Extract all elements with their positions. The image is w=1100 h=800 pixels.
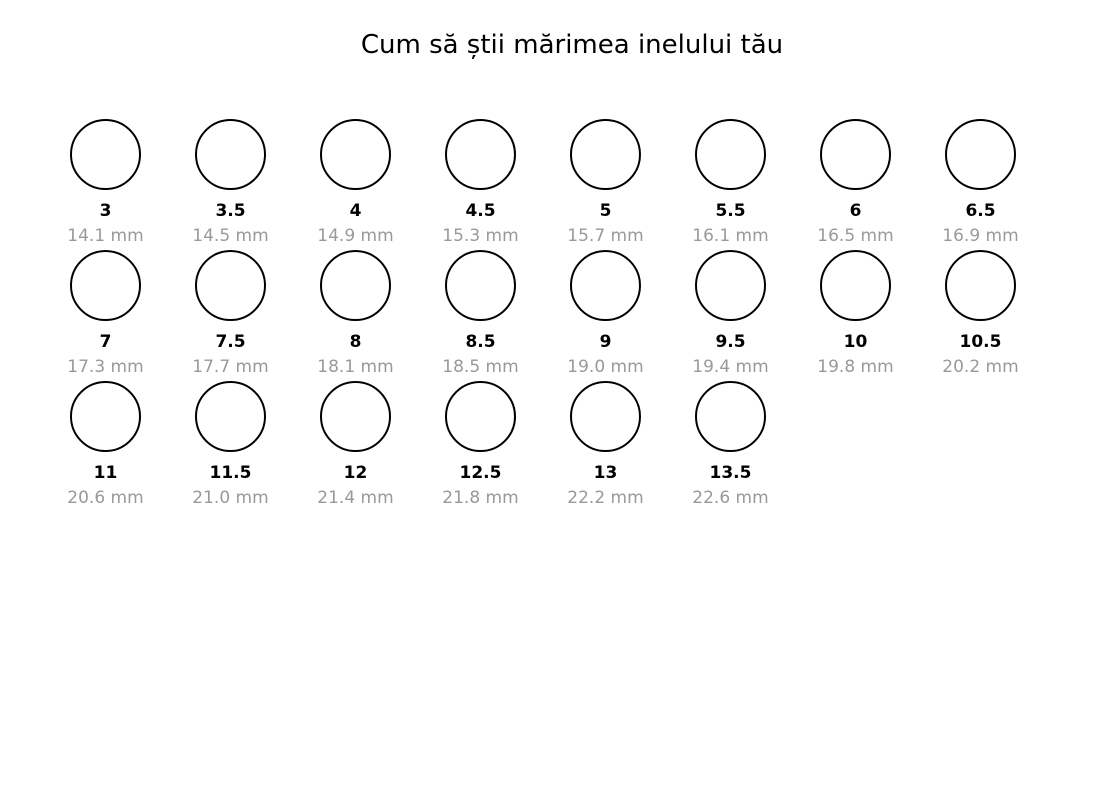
ring-cell: 9.5 19.4 mm — [668, 250, 793, 380]
ring-circle — [695, 250, 766, 321]
ring-size-label: 5 — [599, 201, 612, 221]
ring-size-label: 4.5 — [465, 201, 496, 221]
ring-cell: 3 14.1 mm — [43, 119, 168, 249]
ring-diameter-label: 14.1 mm — [67, 226, 144, 246]
ring-diameter-label: 17.3 mm — [67, 357, 144, 377]
ring-circle — [445, 250, 516, 321]
ring-cell: 9 19.0 mm — [543, 250, 668, 380]
ring-circle — [320, 381, 391, 452]
ring-size-label: 6 — [849, 201, 862, 221]
ring-cell: 7 17.3 mm — [43, 250, 168, 380]
ring-size-label: 3.5 — [215, 201, 246, 221]
ring-cell: 8 18.1 mm — [293, 250, 418, 380]
ring-cell: 13 22.2 mm — [543, 381, 668, 511]
ring-size-label: 11 — [93, 463, 118, 483]
ring-circle — [195, 250, 266, 321]
ring-circle — [695, 381, 766, 452]
ring-diameter-label: 14.9 mm — [317, 226, 394, 246]
ring-diameter-label: 16.9 mm — [942, 226, 1019, 246]
ring-cell: 7.5 17.7 mm — [168, 250, 293, 380]
ring-cell: 8.5 18.5 mm — [418, 250, 543, 380]
ring-diameter-label: 15.3 mm — [442, 226, 519, 246]
ring-circle — [570, 250, 641, 321]
ring-circle — [570, 119, 641, 190]
ring-size-grid: 3 14.1 mm 3.5 14.5 mm 4 14.9 mm 4.5 15.3… — [43, 119, 1043, 512]
ring-diameter-label: 22.6 mm — [692, 488, 769, 508]
ring-circle — [945, 119, 1016, 190]
ring-size-label: 7.5 — [215, 332, 246, 352]
ring-circle — [445, 381, 516, 452]
ring-size-label: 13 — [593, 463, 618, 483]
ring-circle — [320, 250, 391, 321]
ring-size-label: 8 — [349, 332, 362, 352]
ring-circle — [445, 119, 516, 190]
ring-circle — [70, 381, 141, 452]
ring-diameter-label: 16.1 mm — [692, 226, 769, 246]
ring-size-label: 8.5 — [465, 332, 496, 352]
ring-diameter-label: 21.8 mm — [442, 488, 519, 508]
ring-circle — [70, 250, 141, 321]
ring-size-label: 10 — [843, 332, 868, 352]
ring-cell: 4.5 15.3 mm — [418, 119, 543, 249]
ring-circle — [695, 119, 766, 190]
ring-diameter-label: 21.4 mm — [317, 488, 394, 508]
ring-cell: 3.5 14.5 mm — [168, 119, 293, 249]
ring-size-label: 4 — [349, 201, 362, 221]
ring-row-2: 7 17.3 mm 7.5 17.7 mm 8 18.1 mm 8.5 18.5… — [43, 250, 1043, 380]
ring-row-1: 3 14.1 mm 3.5 14.5 mm 4 14.9 mm 4.5 15.3… — [43, 119, 1043, 249]
ring-diameter-label: 19.0 mm — [567, 357, 644, 377]
ring-cell: 6 16.5 mm — [793, 119, 918, 249]
ring-cell: 13.5 22.6 mm — [668, 381, 793, 511]
ring-diameter-label: 18.1 mm — [317, 357, 394, 377]
ring-cell: 5 15.7 mm — [543, 119, 668, 249]
ring-cell: 10.5 20.2 mm — [918, 250, 1043, 380]
page-title: Cum să știi mărimea inelului tău — [360, 30, 784, 60]
ring-diameter-label: 18.5 mm — [442, 357, 519, 377]
ring-size-label: 5.5 — [715, 201, 746, 221]
ring-diameter-label: 15.7 mm — [567, 226, 644, 246]
ring-size-label: 12.5 — [459, 463, 502, 483]
ring-circle — [195, 381, 266, 452]
ring-cell: 5.5 16.1 mm — [668, 119, 793, 249]
ring-cell: 4 14.9 mm — [293, 119, 418, 249]
ring-cell: 11 20.6 mm — [43, 381, 168, 511]
ring-diameter-label: 20.2 mm — [942, 357, 1019, 377]
ring-circle — [70, 119, 141, 190]
ring-size-label: 9 — [599, 332, 612, 352]
ring-diameter-label: 20.6 mm — [67, 488, 144, 508]
ring-diameter-label: 19.4 mm — [692, 357, 769, 377]
ring-size-label: 10.5 — [959, 332, 1002, 352]
ring-diameter-label: 21.0 mm — [192, 488, 269, 508]
ring-circle — [820, 119, 891, 190]
ring-size-label: 6.5 — [965, 201, 996, 221]
ring-diameter-label: 19.8 mm — [817, 357, 894, 377]
ring-size-label: 7 — [99, 332, 112, 352]
ring-size-label: 9.5 — [715, 332, 746, 352]
ring-row-3: 11 20.6 mm 11.5 21.0 mm 12 21.4 mm 12.5 … — [43, 381, 1043, 511]
ring-cell: 11.5 21.0 mm — [168, 381, 293, 511]
ring-cell: 10 19.8 mm — [793, 250, 918, 380]
ring-cell: 6.5 16.9 mm — [918, 119, 1043, 249]
ring-size-label: 13.5 — [709, 463, 752, 483]
ring-size-label: 12 — [343, 463, 368, 483]
ring-circle — [320, 119, 391, 190]
ring-diameter-label: 16.5 mm — [817, 226, 894, 246]
ring-size-label: 3 — [99, 201, 112, 221]
ring-cell: 12.5 21.8 mm — [418, 381, 543, 511]
ring-circle — [570, 381, 641, 452]
ring-circle — [820, 250, 891, 321]
ring-size-label: 11.5 — [209, 463, 252, 483]
ring-diameter-label: 17.7 mm — [192, 357, 269, 377]
ring-circle — [195, 119, 266, 190]
ring-cell: 12 21.4 mm — [293, 381, 418, 511]
ring-circle — [945, 250, 1016, 321]
ring-diameter-label: 22.2 mm — [567, 488, 644, 508]
ring-diameter-label: 14.5 mm — [192, 226, 269, 246]
